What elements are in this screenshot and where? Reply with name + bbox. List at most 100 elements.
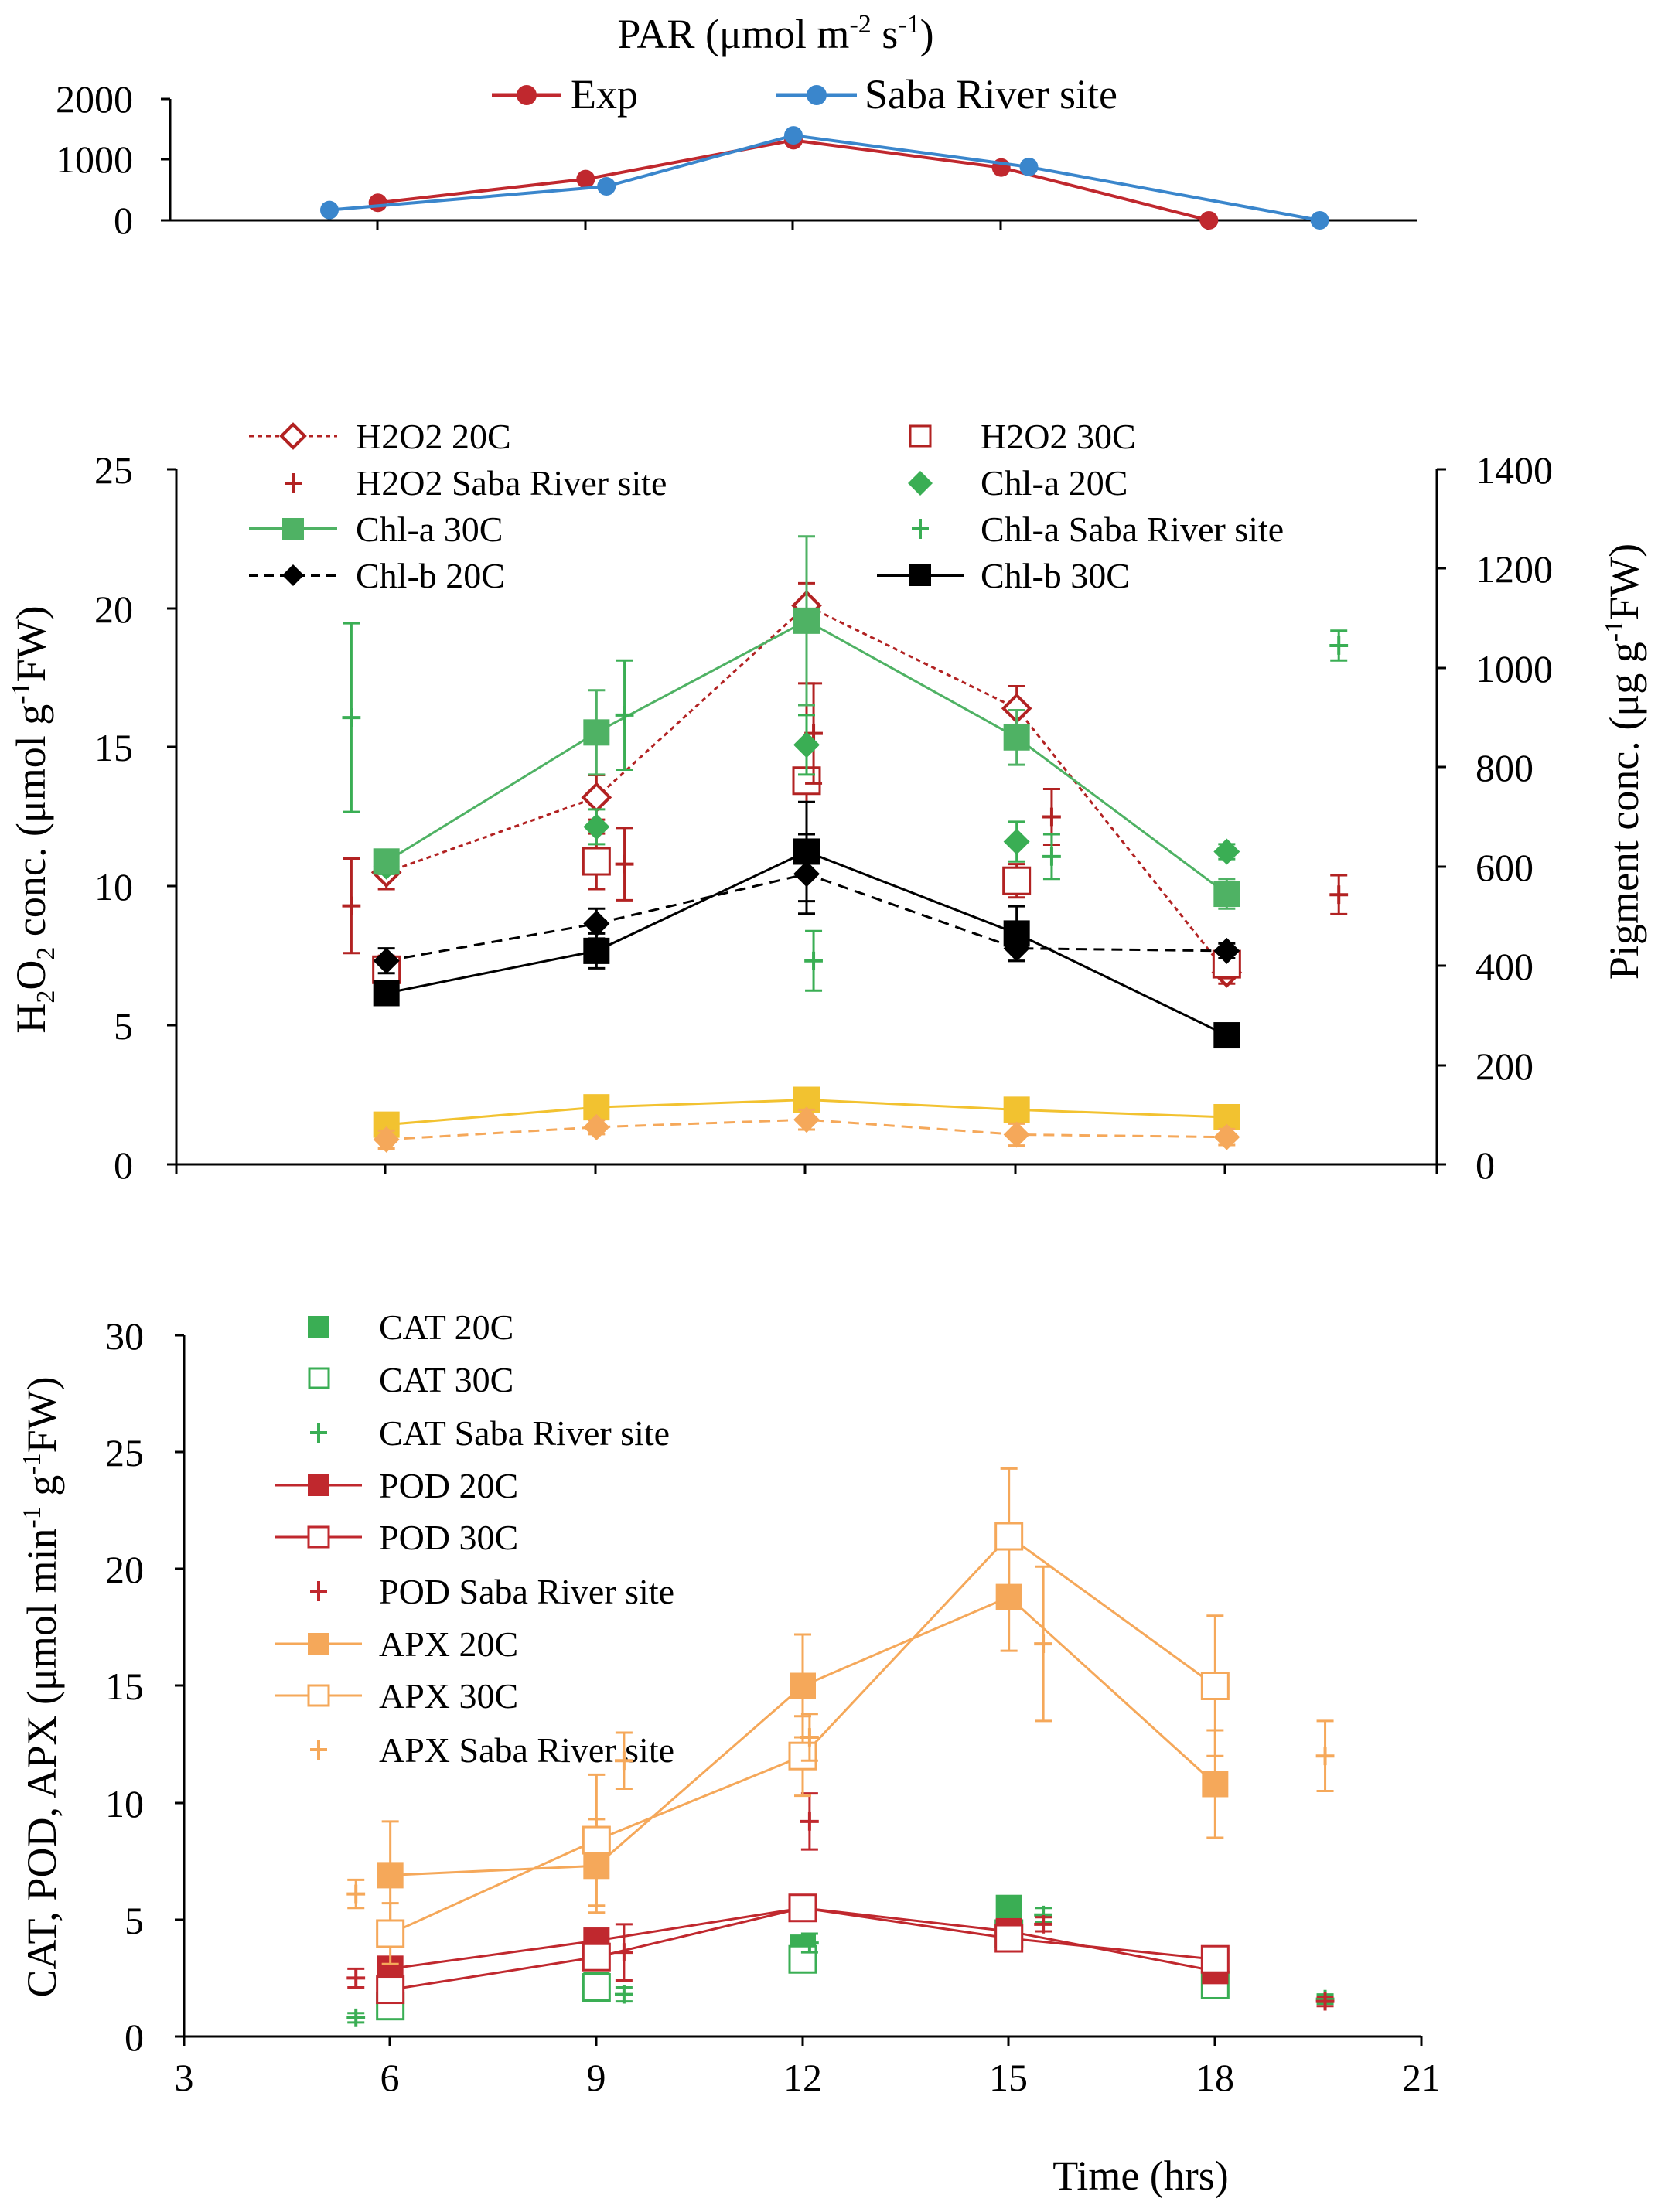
enzymes-apx-20c-point-4 (1202, 1771, 1229, 1798)
enzymes-pod-30c-point-2 (788, 1893, 817, 1923)
h2o2-y-label: H2O2 conc. (μmol g-1FW) (7, 605, 60, 1033)
enzyme-ytick-5: 5 (125, 1899, 144, 1942)
pigment-ytick-400: 400 (1475, 945, 1533, 988)
h2o2-x-ticks (175, 1164, 1438, 1174)
par-exp-point-1 (576, 169, 595, 189)
par-ytick-1000: 1000 (56, 138, 133, 181)
xtick-18: 18 (1196, 2056, 1234, 2099)
enzyme-plot-area (346, 1467, 1335, 2027)
legend-label-cat-30c: CAT 30C (379, 1360, 513, 1399)
pigment-ytick-800: 800 (1475, 746, 1533, 789)
enzyme-x-ticks: 3 6 9 12 15 18 21 (175, 2036, 1441, 2099)
par-saba-river-site-series (319, 126, 1329, 230)
enzymes-cat-20c-point-3 (995, 1894, 1022, 1921)
h2o2-pigment-chl-a-saba-river-site-point-4 (1329, 636, 1349, 655)
enzymes-cat-30c-point-1 (582, 1973, 611, 2002)
enzymes-cat-saba-river-site-point-2 (800, 1934, 819, 1952)
h2o2-pigment-chl-b-20c-point-4 (1213, 937, 1240, 964)
h2o2-pigment-chl-a-20c-point-2 (793, 731, 820, 758)
h2o2-pigment-chl-b-30c-point-3 (1003, 920, 1030, 947)
h2o2-pigment-chl-a-saba-river-site-series (342, 622, 1349, 992)
par-exp-series (368, 131, 1219, 230)
enzymes-pod-30c-point-0 (376, 1975, 405, 2005)
h2o2-pigment-chl-b-20c-point-1 (583, 910, 610, 937)
enzymes-apx-30c-point-4 (1200, 1672, 1230, 1700)
legend-label-h2o2-20c: H2O2 20C (356, 417, 511, 456)
par-exp-line (377, 138, 1209, 222)
enzymes-apx-30c-point-0 (376, 1919, 405, 1948)
xtick-21: 21 (1402, 2056, 1441, 2099)
xtick-15: 15 (989, 2056, 1028, 2099)
par-title: PAR (μmol m-2 s-1) (617, 10, 933, 57)
h2o2-pigment-series-point-3 (1003, 1096, 1030, 1123)
legend-label-chlb-30c: Chl-b 30C (981, 556, 1130, 595)
pigment-ytick-600: 600 (1475, 846, 1533, 889)
h2o2-pigment-series-point-0 (373, 1126, 400, 1153)
legend-label-pod-saba: POD Saba River site (379, 1572, 674, 1611)
legend-marker-chla-20c (908, 471, 933, 496)
h2o2-right-ticks: 0 200 400 600 800 1000 1200 1400 (1437, 448, 1553, 1187)
h2o2-legend: H2O2 20C H2O2 Saba River site Chl-a 30C … (249, 417, 1284, 595)
enzyme-ytick-20: 20 (105, 1548, 144, 1591)
h2o2-pigment-h2o2-saba-river-site-point-4 (1329, 885, 1349, 905)
legend-marker-chlb-20c (282, 564, 304, 586)
h2o2-plot-area (342, 535, 1349, 1153)
xtick-9: 9 (587, 2056, 606, 2099)
enzymes-apx-30c-point-3 (994, 1522, 1024, 1551)
legend-marker-pod-saba (310, 1581, 327, 1601)
enzymes-cat-30c-point-2 (788, 1944, 817, 1974)
par-saba-river-site-point-3 (1019, 157, 1039, 176)
h2o2-panel: H2O2 20C H2O2 Saba River site Chl-a 30C … (7, 417, 1647, 1187)
x-axis-label: Time (hrs) (1052, 2152, 1229, 2199)
legend-label-h2o2-30c: H2O2 30C (981, 417, 1136, 456)
legend-marker-apx-30c (307, 1684, 330, 1707)
pigment-ytick-1200: 1200 (1475, 547, 1553, 591)
h2o2-ytick-0: 0 (114, 1143, 133, 1187)
enzymes-pod-saba-river-site-point-3 (1034, 1914, 1053, 1934)
h2o2-pigment-chl-a-saba-river-site-point-1 (615, 705, 634, 724)
par-exp-point-4 (1199, 211, 1219, 230)
legend-label-cat-20c: CAT 20C (379, 1307, 513, 1347)
enzymes-pod-30c-point-4 (1200, 1944, 1230, 1974)
enzyme-y-ticks: 0 5 10 15 20 25 30 (105, 1314, 184, 2059)
par-saba-river-site-point-1 (597, 177, 616, 196)
legend-label-chla-20c: Chl-a 20C (981, 463, 1128, 503)
h2o2-ytick-25: 25 (94, 448, 133, 492)
legend-label-apx-30c: APX 30C (379, 1676, 518, 1716)
pigment-ytick-1000: 1000 (1475, 647, 1553, 690)
enzymes-apx-30c-point-2 (788, 1741, 817, 1771)
legend-label-cat-saba: CAT Saba River site (379, 1413, 670, 1453)
par-y-ticks: 0 1000 2000 (56, 77, 170, 242)
h2o2-pigment-series-series (373, 1086, 1240, 1138)
h2o2-pigment-h2o2-20c-point-1 (581, 782, 612, 813)
legend-label-h2o2-saba: H2O2 Saba River site (356, 463, 667, 503)
par-x-ticks (376, 220, 1209, 230)
h2o2-pigment-h2o2-30c-point-1 (582, 847, 611, 876)
enzymes-apx-saba-river-site-point-1 (614, 1751, 633, 1771)
xtick-12: 12 (783, 2056, 822, 2099)
h2o2-ytick-15: 15 (94, 726, 133, 769)
enzyme-ytick-25: 25 (105, 1431, 144, 1474)
h2o2-pigment-series-point-3 (1003, 1121, 1030, 1148)
par-panel: PAR (μmol m-2 s-1) Exp Saba River site 0… (56, 10, 1417, 242)
enzyme-ytick-10: 10 (105, 1782, 144, 1825)
legend-marker-exp (517, 85, 537, 105)
enzymes-apx-saba-river-site-point-3 (1034, 1634, 1053, 1653)
h2o2-ytick-20: 20 (94, 588, 133, 631)
legend-marker-h2o2-20c (279, 422, 307, 450)
legend-marker-apx-saba (310, 1740, 327, 1760)
legend-marker-h2o2-30c (909, 424, 932, 448)
h2o2-pigment-chl-b-30c-series (373, 800, 1240, 1049)
enzymes-apx-20c-point-0 (377, 1862, 404, 1889)
enzymes-pod-30c-point-3 (994, 1924, 1024, 1953)
h2o2-pigment-chl-a-20c-point-3 (1003, 828, 1030, 855)
enzymes-apx-saba-river-site-point-4 (1315, 1747, 1335, 1766)
enzymes-apx-saba-river-site-point-2 (800, 1728, 819, 1747)
xtick-3: 3 (175, 2056, 194, 2099)
enzymes-apx-20c-point-2 (790, 1672, 816, 1699)
h2o2-pigment-h2o2-20c-line (386, 604, 1228, 973)
enzymes-pod-30c-series (376, 1893, 1230, 2005)
enzyme-ytick-15: 15 (105, 1665, 144, 1708)
legend-label-exp: Exp (571, 71, 638, 118)
